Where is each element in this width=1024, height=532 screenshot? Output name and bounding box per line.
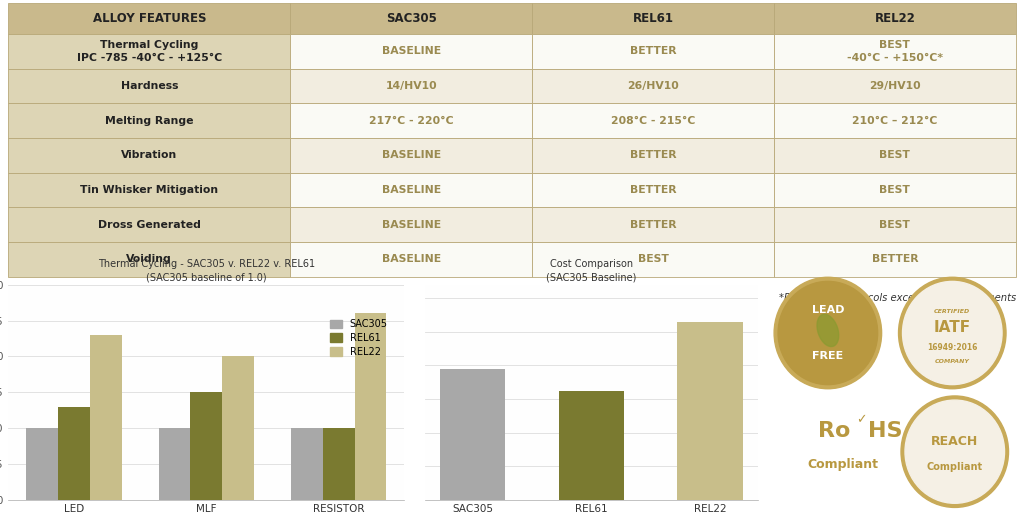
FancyBboxPatch shape (774, 34, 1016, 69)
Circle shape (905, 400, 1005, 503)
FancyBboxPatch shape (8, 103, 291, 138)
Text: BETTER: BETTER (871, 254, 919, 264)
Ellipse shape (817, 314, 839, 346)
Text: COMPANY: COMPANY (935, 359, 970, 364)
Circle shape (902, 281, 1002, 385)
Text: BETTER: BETTER (630, 46, 677, 56)
Text: 29/HV10: 29/HV10 (869, 81, 921, 91)
Text: BASELINE: BASELINE (382, 220, 440, 230)
FancyBboxPatch shape (291, 207, 532, 242)
FancyBboxPatch shape (532, 207, 774, 242)
Text: Voiding: Voiding (126, 254, 172, 264)
FancyBboxPatch shape (291, 242, 532, 277)
FancyBboxPatch shape (291, 173, 532, 207)
Text: Tin Whisker Mitigation: Tin Whisker Mitigation (80, 185, 218, 195)
FancyBboxPatch shape (8, 207, 291, 242)
Text: Compliant: Compliant (807, 458, 879, 471)
FancyBboxPatch shape (291, 34, 532, 69)
FancyBboxPatch shape (8, 34, 291, 69)
Text: IATF: IATF (934, 320, 971, 335)
Bar (354, 313, 386, 500)
Text: *REL22 test protocols exceed IPC requirements: *REL22 test protocols exceed IPC require… (778, 293, 1016, 303)
FancyBboxPatch shape (532, 242, 774, 277)
Text: BASELINE: BASELINE (382, 185, 440, 195)
FancyBboxPatch shape (532, 138, 774, 173)
Title: Thermal Cycling - SAC305 v. REL22 v. REL61
(SAC305 baseline of 1.0): Thermal Cycling - SAC305 v. REL22 v. REL… (97, 259, 315, 282)
FancyBboxPatch shape (8, 138, 291, 173)
FancyBboxPatch shape (8, 69, 291, 103)
FancyBboxPatch shape (291, 69, 532, 103)
Text: 16949:2016: 16949:2016 (927, 343, 978, 352)
Title: Cost Comparison
(SAC305 Baseline): Cost Comparison (SAC305 Baseline) (546, 259, 637, 282)
Text: 208°C - 215°C: 208°C - 215°C (611, 116, 695, 126)
Bar (159, 428, 190, 500)
Text: Compliant: Compliant (927, 462, 983, 472)
Text: BEST: BEST (880, 220, 910, 230)
FancyBboxPatch shape (774, 3, 1016, 34)
Text: BETTER: BETTER (630, 151, 677, 161)
Text: BASELINE: BASELINE (382, 46, 440, 56)
Text: 26/HV10: 26/HV10 (627, 81, 679, 91)
Text: BASELINE: BASELINE (382, 254, 440, 264)
Bar (222, 356, 254, 500)
Bar (190, 393, 222, 500)
FancyBboxPatch shape (8, 242, 291, 277)
Bar (58, 406, 90, 500)
Bar (27, 428, 58, 500)
FancyBboxPatch shape (291, 138, 532, 173)
Text: Thermal Cycling
IPC -785 -40°C - +125°C: Thermal Cycling IPC -785 -40°C - +125°C (77, 40, 222, 63)
FancyBboxPatch shape (774, 207, 1016, 242)
Text: BEST
-40°C - +150°C*: BEST -40°C - +150°C* (847, 40, 943, 63)
Text: 14/HV10: 14/HV10 (385, 81, 437, 91)
Text: Melting Range: Melting Range (105, 116, 194, 126)
Text: FREE: FREE (812, 351, 844, 361)
FancyBboxPatch shape (774, 69, 1016, 103)
Text: BEST: BEST (638, 254, 669, 264)
Text: ALLOY FEATURES: ALLOY FEATURES (92, 12, 206, 25)
Text: LEAD: LEAD (812, 305, 844, 315)
FancyBboxPatch shape (8, 3, 291, 34)
FancyBboxPatch shape (532, 34, 774, 69)
Circle shape (778, 281, 878, 385)
FancyBboxPatch shape (8, 173, 291, 207)
Circle shape (901, 396, 1009, 508)
Bar (440, 369, 505, 500)
Text: BEST: BEST (880, 151, 910, 161)
FancyBboxPatch shape (532, 69, 774, 103)
Text: REACH: REACH (931, 435, 978, 448)
Bar (90, 335, 122, 500)
Text: BETTER: BETTER (630, 220, 677, 230)
Text: BASELINE: BASELINE (382, 151, 440, 161)
FancyBboxPatch shape (532, 103, 774, 138)
Text: CERTIFIED: CERTIFIED (934, 309, 971, 313)
FancyBboxPatch shape (532, 173, 774, 207)
FancyBboxPatch shape (774, 242, 1016, 277)
Text: ✓: ✓ (856, 413, 866, 426)
Legend: SAC305, REL61, REL22: SAC305, REL61, REL22 (327, 315, 392, 361)
Bar (559, 391, 624, 500)
Text: Dross Generated: Dross Generated (98, 220, 201, 230)
Bar (291, 428, 323, 500)
Text: Hardness: Hardness (121, 81, 178, 91)
FancyBboxPatch shape (291, 103, 532, 138)
FancyBboxPatch shape (774, 138, 1016, 173)
Text: Vibration: Vibration (121, 151, 177, 161)
FancyBboxPatch shape (774, 103, 1016, 138)
Text: Ro: Ro (818, 421, 850, 441)
Bar (678, 322, 742, 500)
Bar (323, 428, 354, 500)
Circle shape (898, 277, 1006, 389)
Text: SAC305: SAC305 (386, 12, 436, 25)
Text: 217°C - 220°C: 217°C - 220°C (369, 116, 454, 126)
Text: 210°C – 212°C: 210°C – 212°C (852, 116, 938, 126)
Text: BEST: BEST (880, 185, 910, 195)
Circle shape (774, 277, 882, 389)
Text: REL22: REL22 (874, 12, 915, 25)
Text: BETTER: BETTER (630, 185, 677, 195)
Text: HS: HS (867, 421, 902, 441)
FancyBboxPatch shape (774, 173, 1016, 207)
FancyBboxPatch shape (532, 3, 774, 34)
Text: REL61: REL61 (633, 12, 674, 25)
FancyBboxPatch shape (291, 3, 532, 34)
